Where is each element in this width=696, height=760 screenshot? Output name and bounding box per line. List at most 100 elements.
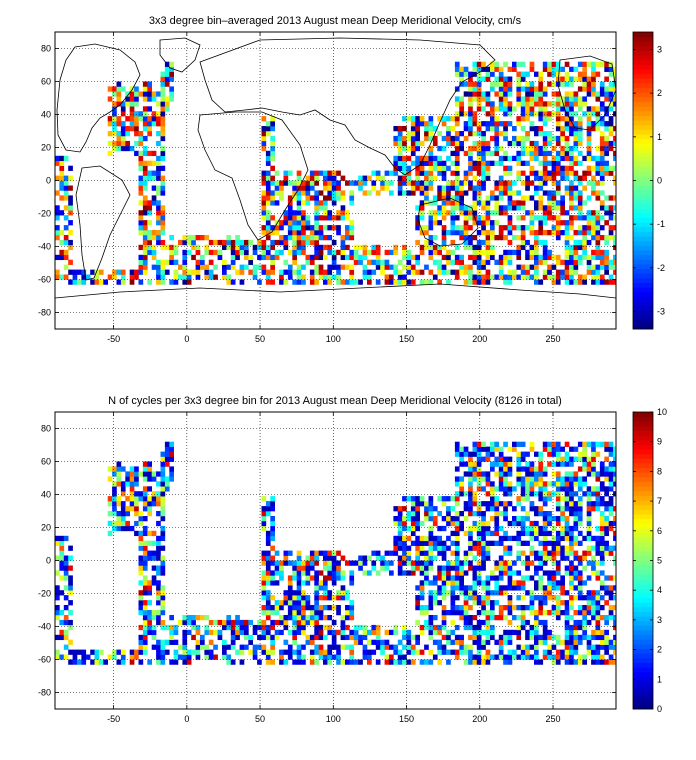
data-bin: [112, 269, 117, 275]
data-bin: [125, 476, 130, 482]
data-bin: [534, 190, 539, 196]
data-bin: [265, 121, 271, 127]
data-bin: [582, 61, 587, 67]
data-bin: [384, 639, 390, 645]
colorbar-swatch: [633, 282, 653, 288]
data-bin: [476, 230, 482, 236]
y-tick-label: 20: [41, 523, 51, 533]
data-bin: [59, 540, 65, 546]
data-bin: [459, 190, 464, 196]
data-bin: [441, 244, 447, 251]
data-bin: [454, 639, 460, 645]
data-bin: [261, 560, 267, 566]
data-bin: [463, 230, 469, 236]
data-bin: [63, 585, 69, 591]
data-bin: [151, 610, 157, 616]
data-bin: [265, 170, 271, 176]
data-bin: [468, 81, 473, 87]
data-bin: [599, 170, 605, 176]
data-bin: [261, 516, 267, 522]
data-bin: [490, 600, 495, 606]
data-bin: [301, 629, 306, 636]
colorbar-swatch: [633, 644, 653, 650]
data-bin: [406, 259, 412, 265]
data-bin: [419, 624, 425, 631]
data-bin: [507, 254, 513, 261]
data-bin: [314, 244, 319, 251]
data-bin: [485, 274, 491, 280]
data-bin: [235, 239, 240, 246]
data-bin: [63, 215, 69, 221]
data-bin: [380, 639, 385, 645]
data-bin: [472, 629, 478, 636]
data-bin: [441, 585, 447, 591]
data-bin: [512, 446, 517, 452]
data-bin: [415, 595, 420, 601]
data-bin: [538, 145, 544, 152]
data-bin: [459, 570, 464, 576]
data-bin: [516, 535, 522, 542]
data-bin: [564, 486, 570, 492]
data-bin: [586, 264, 592, 270]
data-bin: [485, 550, 491, 556]
data-bin: [309, 279, 315, 285]
data-bin: [459, 254, 464, 261]
data-bin: [261, 525, 267, 532]
data-bin: [564, 106, 570, 112]
data-bin: [468, 215, 473, 221]
data-bin: [142, 269, 148, 275]
data-bin: [415, 160, 420, 166]
data-bin: [520, 230, 526, 236]
data-bin: [454, 649, 460, 655]
data-bin: [134, 466, 139, 472]
data-bin: [349, 264, 355, 270]
data-bin: [287, 629, 293, 636]
data-bin: [77, 649, 82, 655]
data-bin: [424, 185, 429, 191]
data-bin: [138, 605, 144, 611]
data-bin: [265, 220, 271, 226]
data-bin: [142, 235, 148, 241]
data-bin: [349, 220, 355, 226]
data-bin: [599, 200, 605, 206]
data-bin: [432, 615, 438, 621]
data-bin: [428, 619, 434, 626]
data-bin: [274, 605, 280, 611]
data-bin: [586, 520, 592, 527]
data-bin: [468, 461, 473, 467]
data-bin: [410, 511, 416, 517]
data-bin: [283, 595, 289, 601]
data-bin: [432, 624, 438, 631]
data-bin: [481, 619, 486, 626]
data-bin: [419, 605, 425, 611]
data-bin: [547, 644, 552, 650]
data-bin: [613, 71, 616, 77]
data-bin: [490, 486, 495, 492]
data-bin: [235, 634, 240, 641]
data-bin: [301, 659, 306, 665]
data-bin: [481, 165, 486, 171]
data-bin: [555, 126, 561, 132]
data-bin: [498, 615, 504, 621]
data-bin: [595, 629, 601, 636]
data-bin: [459, 210, 464, 216]
data-bin: [129, 269, 135, 275]
data-bin: [270, 644, 275, 650]
data-bin: [494, 516, 500, 522]
data-bin: [520, 610, 526, 616]
data-bin: [406, 170, 412, 176]
colorbar-swatch: [633, 620, 653, 626]
data-bin: [512, 520, 517, 527]
data-bin: [542, 540, 548, 546]
data-bin: [156, 590, 161, 596]
data-bin: [591, 180, 596, 186]
data-bin: [476, 545, 482, 551]
data-bin: [164, 451, 170, 457]
data-bin: [160, 545, 166, 551]
data-bin: [569, 126, 574, 132]
data-bin: [564, 145, 570, 152]
data-bin: [525, 466, 530, 472]
data-bin: [534, 580, 539, 586]
data-bin: [318, 215, 324, 221]
data-bin: [538, 466, 544, 472]
